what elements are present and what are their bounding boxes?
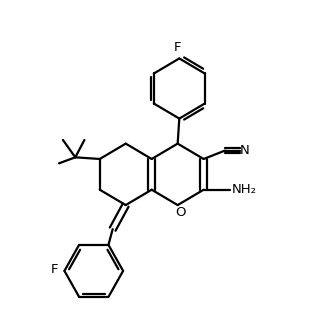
Text: F: F [174, 41, 182, 54]
Text: NH₂: NH₂ [231, 183, 256, 196]
Text: N: N [240, 144, 250, 157]
Text: F: F [50, 263, 58, 276]
Text: O: O [176, 206, 186, 219]
